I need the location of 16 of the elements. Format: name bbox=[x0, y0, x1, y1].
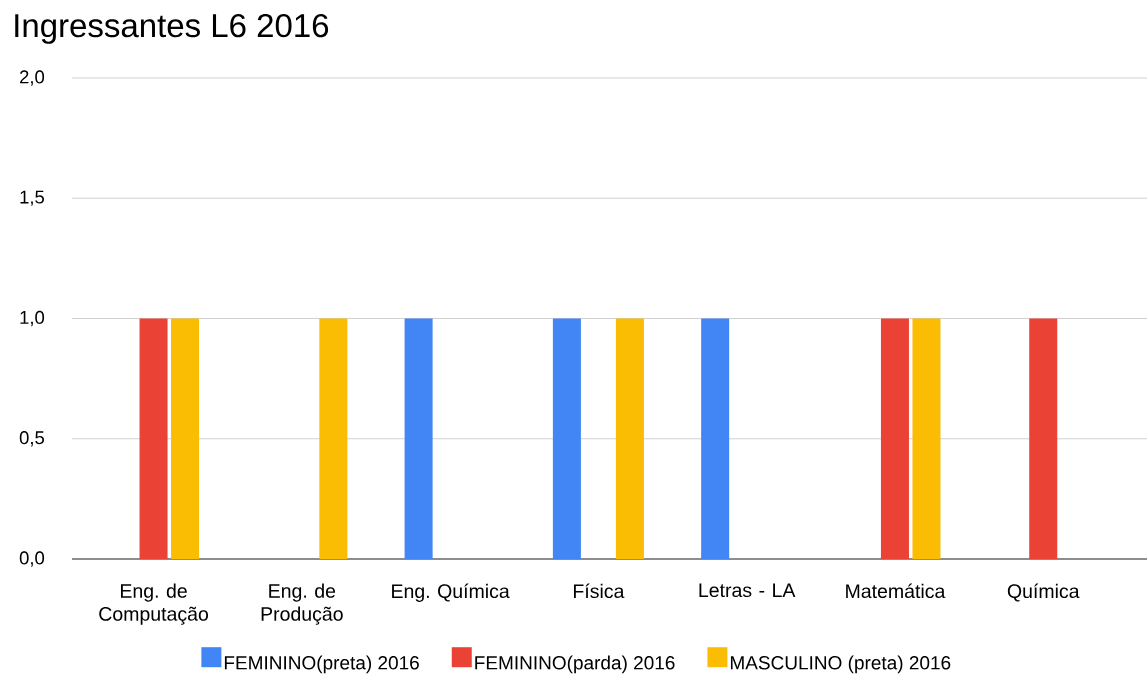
x-tick-label: Física bbox=[573, 583, 625, 599]
x-tick-label: Matemática bbox=[846, 583, 946, 599]
y-tick-label: 1,0 bbox=[20, 310, 45, 327]
legend-label: FEMININO(preta) 2016 bbox=[224, 655, 419, 674]
y-tick-label: 0,0 bbox=[19, 551, 45, 567]
x-tick-label: Química bbox=[1007, 583, 1080, 602]
legend-label: FEMININO(parda) 2016 bbox=[475, 655, 675, 674]
y-tick-label: 0,5 bbox=[19, 431, 45, 447]
x-tick-label: Eng. de Computação bbox=[99, 583, 209, 625]
x-tick-label: Letras - LA bbox=[699, 583, 796, 598]
legend-label: MASCULINO (preta) 2016 bbox=[730, 655, 951, 674]
x-tick-label: Eng. de Produção bbox=[261, 583, 343, 625]
chart-title: Ingressantes L6 2016 bbox=[15, 13, 329, 44]
y-tick-label: 2,0 bbox=[20, 70, 45, 86]
y-tick-label: 1,5 bbox=[20, 190, 45, 206]
x-tick-label: Eng. Química bbox=[392, 583, 510, 602]
